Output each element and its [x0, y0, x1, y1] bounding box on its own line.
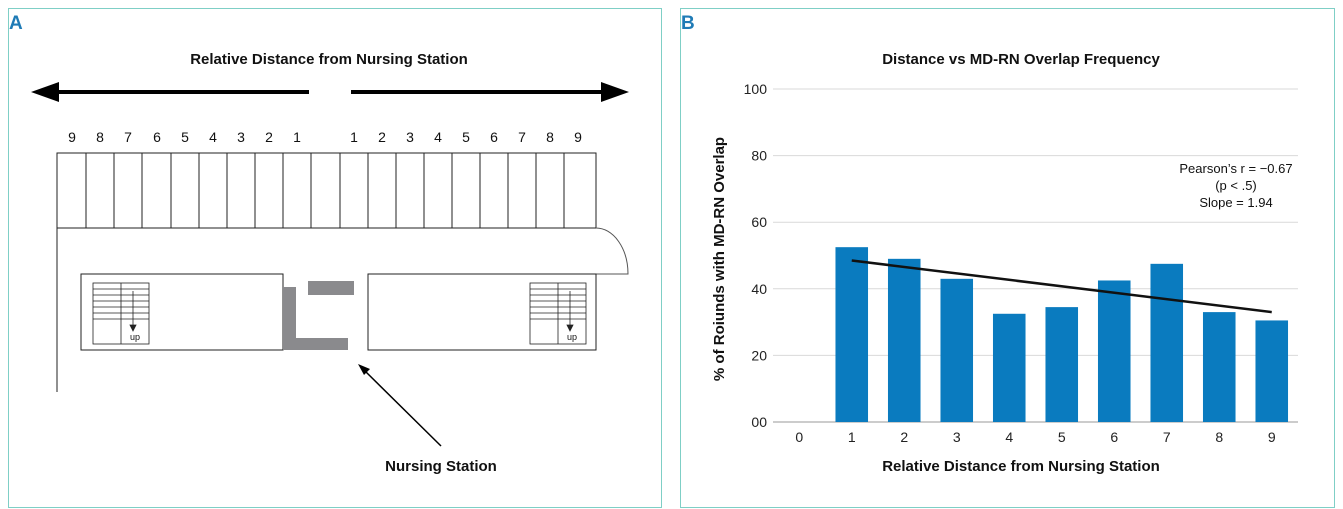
room-numbers-left: 9 8 7 6 5 4 3 2 1 [68, 129, 301, 145]
stair-label-left: up [130, 332, 140, 342]
room-number: 4 [434, 129, 442, 145]
x-tick-label: 5 [1058, 429, 1066, 445]
x-tick-label: 1 [848, 429, 856, 445]
room-number: 1 [293, 129, 301, 145]
room-number: 8 [96, 129, 104, 145]
bar [1202, 312, 1236, 422]
panel-a-label: A [9, 13, 23, 34]
bar [835, 247, 869, 422]
stairwell-left [92, 282, 150, 345]
y-tick-label: 00 [751, 414, 767, 430]
bar [887, 258, 921, 422]
x-axis-label: Relative Distance from Nursing Station [882, 458, 1160, 475]
y-tick-label: 60 [751, 214, 767, 230]
right-arrow [351, 82, 629, 102]
room-number: 6 [490, 129, 498, 145]
x-tick-label: 2 [900, 429, 908, 445]
panel-b-label: B [681, 13, 695, 34]
y-tick-label: 40 [751, 281, 767, 297]
nursing-station-label: Nursing Station [385, 458, 497, 475]
bar [1097, 280, 1131, 422]
x-tick-labels: 0 1 2 3 4 5 6 7 8 9 [795, 429, 1276, 445]
room-number: 2 [378, 129, 386, 145]
x-tick-label: 4 [1005, 429, 1013, 445]
p-value: (p < .5) [1215, 178, 1257, 193]
x-tick-label: 3 [953, 429, 961, 445]
x-tick-label: 6 [1110, 429, 1118, 445]
bars [835, 247, 1289, 422]
room-number: 4 [209, 129, 217, 145]
panel-b: B Distance vs MD-RN Overlap Frequency 00… [680, 8, 1335, 508]
slope: Slope = 1.94 [1199, 195, 1272, 210]
left-arrow [31, 82, 309, 102]
bar [1150, 263, 1184, 422]
room-number: 3 [237, 129, 245, 145]
room-numbers-right: 1 2 3 4 5 6 7 8 9 [350, 129, 582, 145]
y-tick-label: 80 [751, 148, 767, 164]
chart-title: Distance vs MD-RN Overlap Frequency [882, 51, 1160, 68]
y-axis-label: % of Roiunds with MD-RN Overlap [711, 137, 728, 381]
bar [1045, 307, 1079, 422]
door-swing [595, 227, 629, 275]
y-tick-label: 20 [751, 347, 767, 363]
stats-annotation: Pearson’s r = −0.67 (p < .5) Slope = 1.9… [1179, 161, 1292, 210]
x-tick-label: 0 [795, 429, 803, 445]
room-number: 1 [350, 129, 358, 145]
bar-chart: Distance vs MD-RN Overlap Frequency 0020… [711, 51, 1298, 475]
room-number: 5 [181, 129, 189, 145]
room-number: 9 [574, 129, 582, 145]
room-number: 7 [518, 129, 526, 145]
y-tick-labels: 00 20 40 60 80 100 [744, 81, 768, 430]
room-row [56, 152, 597, 229]
x-tick-label: 7 [1163, 429, 1171, 445]
stair-label-right: up [567, 332, 577, 342]
room-number: 2 [265, 129, 273, 145]
x-tick-label: 9 [1268, 429, 1276, 445]
room-number: 3 [406, 129, 414, 145]
core-block-right [367, 273, 597, 351]
floor-plan: Relative Distance from Nursing Station 9… [31, 51, 629, 475]
core-block-left [80, 273, 284, 351]
bar [1255, 320, 1289, 422]
pearson-r: Pearson’s r = −0.67 [1179, 161, 1292, 176]
room-number: 9 [68, 129, 76, 145]
y-tick-label: 100 [744, 81, 768, 97]
bar [940, 278, 974, 422]
nursing-station-shape [283, 281, 354, 350]
room-number: 5 [462, 129, 470, 145]
room-number: 7 [124, 129, 132, 145]
station-pointer-arrow [358, 364, 442, 447]
stairwell-right [529, 282, 587, 345]
room-number: 6 [153, 129, 161, 145]
trend-line [851, 259, 1272, 314]
room-number: 8 [546, 129, 554, 145]
bar [992, 313, 1026, 422]
panel-a: A Relative Distance from Nursing Station… [8, 8, 662, 508]
x-tick-label: 8 [1215, 429, 1223, 445]
floor-plan-title: Relative Distance from Nursing Station [190, 51, 468, 68]
